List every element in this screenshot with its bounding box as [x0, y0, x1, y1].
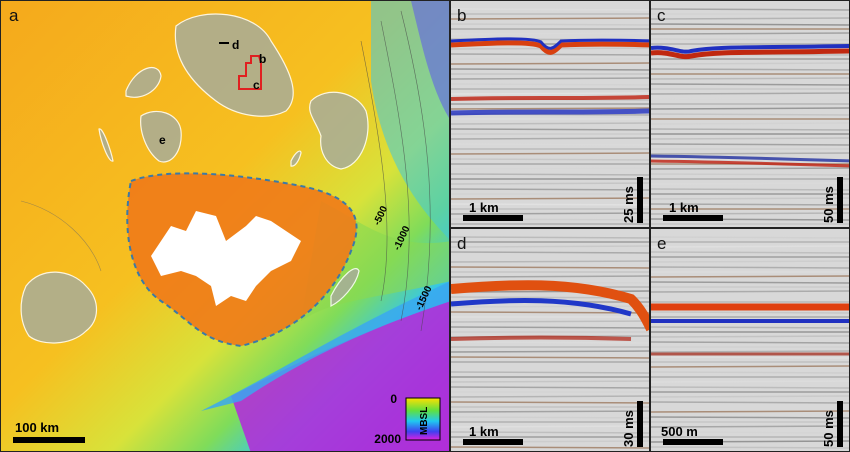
- inset-label-e: e: [159, 133, 166, 147]
- colorbar-bottom-label: 2000: [374, 432, 401, 446]
- time-label-e: 50 ms: [821, 410, 836, 447]
- scale-label-e: 500 m: [661, 424, 698, 439]
- panel-label-d: d: [457, 234, 467, 253]
- bathymetry-map: MBSL 0 2000 -500 -1000 -1500 d b c e 100…: [1, 1, 449, 451]
- panel-label-a: a: [9, 6, 19, 25]
- seismic-panel-e: e 500 m 50 ms: [650, 228, 850, 452]
- scale-label-c: 1 km: [669, 200, 699, 215]
- colorbar-unit: MBSL: [419, 407, 430, 435]
- bathymetry-map-panel: MBSL 0 2000 -500 -1000 -1500 d b c e 100…: [0, 0, 450, 452]
- scale-label-b: 1 km: [469, 200, 499, 215]
- colorbar: [405, 397, 441, 441]
- panel-label-c: c: [657, 6, 666, 25]
- panel-label-e: e: [657, 234, 667, 253]
- inset-box-red: [238, 55, 262, 90]
- colorbar-top-label: 0: [390, 392, 397, 406]
- inset-label-d: d: [232, 38, 239, 52]
- seismic-image-c: [651, 1, 849, 227]
- seismic-image-d: [451, 229, 649, 451]
- time-label-c: 50 ms: [821, 186, 836, 223]
- panel-label-b: b: [457, 6, 467, 25]
- seismic-image-e: [651, 229, 849, 451]
- time-label-d: 30 ms: [621, 410, 636, 447]
- seismic-panel-b: b 1 km 25 ms: [450, 0, 650, 228]
- mask-region-north: [174, 13, 294, 117]
- map-scale-label: 100 km: [15, 420, 59, 435]
- time-label-b: 25 ms: [621, 186, 636, 223]
- scale-label-d: 1 km: [469, 424, 499, 439]
- inset-label-c: c: [253, 78, 260, 92]
- seismic-panel-d: d 1 km 30 ms: [450, 228, 650, 452]
- seismic-panel-c: c 1 km 50 ms: [650, 0, 850, 228]
- inset-label-b: b: [259, 52, 266, 66]
- seismic-image-b: [451, 1, 649, 227]
